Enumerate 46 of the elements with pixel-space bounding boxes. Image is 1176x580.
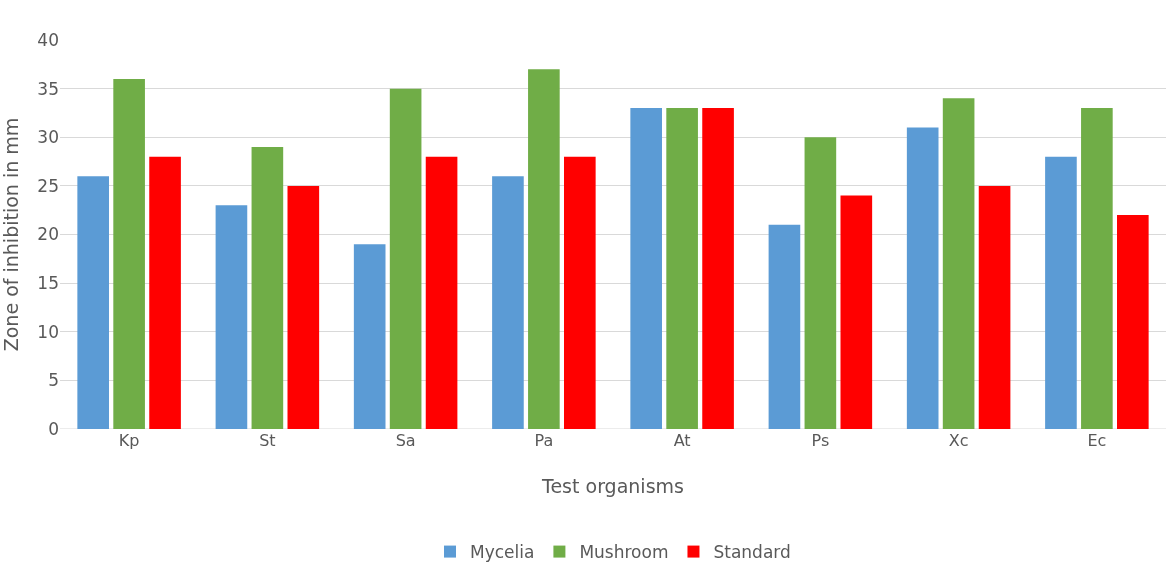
bar	[251, 146, 284, 429]
y-tick-label: 20	[37, 224, 59, 245]
x-tick-label: Sa	[395, 431, 416, 450]
bar	[113, 78, 145, 429]
bar	[77, 176, 109, 429]
x-axis-title: Test organisms	[541, 474, 684, 497]
bar	[425, 156, 458, 429]
x-tick-label: Kp	[118, 431, 140, 450]
bar	[149, 156, 181, 429]
y-tick-label: 15	[37, 273, 59, 294]
x-tick-label: Ec	[1087, 431, 1107, 450]
y-tick-label: 10	[37, 321, 59, 342]
y-tick-label: 40	[37, 29, 59, 50]
bar	[215, 205, 248, 429]
bar	[528, 69, 560, 429]
bar	[942, 98, 975, 429]
x-tick-label: Pa	[534, 431, 554, 450]
bar	[702, 108, 734, 429]
bar	[492, 176, 524, 429]
x-tick-label: At	[673, 431, 691, 450]
x-tick-label: St	[259, 431, 276, 450]
x-tick-label: Xc	[948, 431, 969, 450]
y-tick-label: 0	[48, 418, 59, 439]
y-tick-label: 25	[37, 175, 59, 196]
bar	[840, 195, 873, 429]
legend-label: Mushroom	[579, 542, 669, 563]
bar	[389, 88, 422, 429]
bar	[1117, 215, 1149, 429]
bar	[1045, 156, 1077, 429]
bar	[287, 185, 320, 429]
x-tick-label: Ps	[811, 431, 830, 450]
bar	[978, 185, 1011, 429]
y-tick-label: 35	[37, 78, 59, 99]
bar	[666, 108, 698, 429]
y-tick-label: 5	[48, 370, 59, 391]
bar	[804, 137, 837, 429]
bar	[353, 244, 386, 429]
legend-label: Mycelia	[470, 542, 535, 563]
bar	[906, 127, 939, 429]
bar	[630, 108, 662, 429]
y-axis-title: Zone of inhibition in mm	[0, 117, 22, 352]
legend-label: Standard	[713, 542, 791, 563]
bar	[768, 224, 801, 429]
bar	[564, 156, 596, 429]
y-tick-label: 30	[37, 127, 59, 148]
bar	[1081, 108, 1113, 429]
